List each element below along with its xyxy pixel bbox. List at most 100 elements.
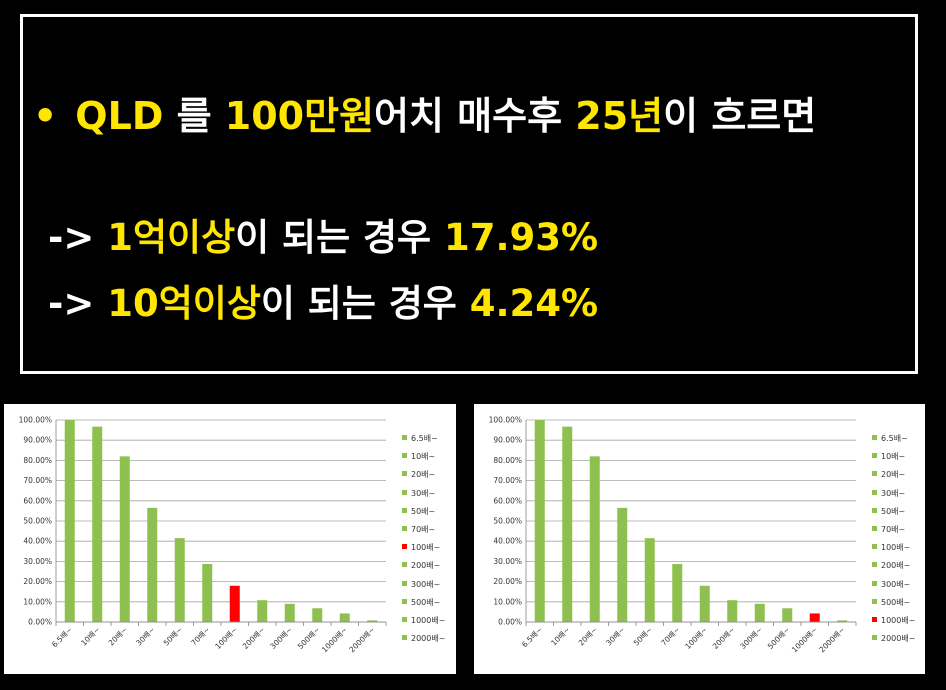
headline-text: 이 되는 경우 <box>235 216 444 259</box>
bar-30배~ <box>147 507 158 622</box>
legend-swatch <box>872 580 877 586</box>
legend-item: 50배~ <box>402 503 445 521</box>
headline-text: 이 되는 경우 <box>260 282 470 325</box>
legend-label: 30배~ <box>411 488 436 498</box>
headline-line-1: • QLD 를 100만원어치 매수후 25년이 흐르면 <box>33 85 816 140</box>
legend-label: 20배~ <box>411 470 436 480</box>
bullet-dot: • <box>33 94 58 138</box>
legend-label: 70배~ <box>881 524 906 534</box>
x-tick-label: 500배~ <box>766 625 792 651</box>
x-tick-label: 100배~ <box>683 625 709 651</box>
bar-100배~ <box>229 585 240 622</box>
legend-item: 100배~ <box>872 539 915 557</box>
headline-text: 어치 매수후 <box>374 94 576 138</box>
x-tick-label: 50배~ <box>162 625 184 647</box>
legend-item: 70배~ <box>872 521 915 539</box>
legend-swatch <box>402 616 407 622</box>
legend-item: 6.5배~ <box>872 430 915 448</box>
bar-50배~ <box>644 538 655 622</box>
legend-item: 20배~ <box>872 466 915 484</box>
y-tick-label: 0.00% <box>28 618 52 627</box>
chart-legend-left: 6.5배~ 10배~ 20배~ 30배~ 50배~ 70배~ 100배~ 200배~ 300배~… <box>402 430 445 648</box>
bar-200배~ <box>257 600 268 622</box>
legend-item: 20배~ <box>402 466 445 484</box>
y-tick-label: 40.00% <box>23 537 52 546</box>
x-tick-label: 50배~ <box>632 625 654 647</box>
legend-swatch <box>402 507 407 513</box>
legend-label: 500배~ <box>411 597 441 607</box>
headline-box: • QLD 를 100만원어치 매수후 25년이 흐르면 -> 1억이상이 되는 … <box>20 14 918 374</box>
legend-item: 6.5배~ <box>402 430 445 448</box>
x-tick-label: 2000배~ <box>347 625 376 654</box>
legend-label: 2000배~ <box>881 634 916 644</box>
y-tick-label: 20.00% <box>23 577 52 586</box>
legend-swatch <box>402 471 407 477</box>
bar-10배~ <box>562 426 573 622</box>
y-tick-label: 60.00% <box>493 496 522 505</box>
legend-item: 10배~ <box>872 448 915 466</box>
chart-panel-right: 0.00% 10.00% 20.00% 30.00% 40.00% 50.00% 60.00… <box>474 404 925 674</box>
bar-chart-left: 0.00% 10.00% 20.00% 30.00% 40.00% 50.00% 60.00… <box>19 416 387 654</box>
legend-swatch <box>872 489 877 495</box>
y-tick-label: 70.00% <box>23 476 52 485</box>
bar-70배~ <box>202 564 213 622</box>
bar-20배~ <box>119 456 130 622</box>
legend-label: 500배~ <box>881 597 911 607</box>
legend-swatch <box>402 453 407 459</box>
legend-label: 6.5배~ <box>881 434 908 443</box>
x-tick-label: 30배~ <box>604 625 626 647</box>
x-tick-label: 6.5배~ <box>520 625 544 649</box>
x-tick-label: 200배~ <box>241 625 267 651</box>
legend-label: 50배~ <box>411 506 436 516</box>
highlight-text: 25년 <box>575 94 664 138</box>
bar-100배~ <box>699 585 710 622</box>
y-tick-label: 100.00% <box>19 416 52 425</box>
legend-item: 70배~ <box>402 521 445 539</box>
x-tick-label: 20배~ <box>107 625 129 647</box>
highlight-text: QLD <box>75 94 164 138</box>
legend-swatch <box>402 598 407 604</box>
y-tick-label: 40.00% <box>493 537 522 546</box>
legend-label: 20배~ <box>881 470 906 480</box>
y-tick-label: 50.00% <box>493 517 522 526</box>
x-tick-label: 6.5배~ <box>50 625 74 649</box>
y-tick-label: 100.00% <box>489 416 522 425</box>
bar-1000배~ <box>809 613 820 622</box>
legend-swatch <box>872 544 877 550</box>
legend-item: 1000배~ <box>872 612 915 630</box>
bar-chart-right: 0.00% 10.00% 20.00% 30.00% 40.00% 50.00% 60.00… <box>489 416 857 654</box>
x-tick-label: 100배~ <box>213 625 239 651</box>
x-tick-label: 10배~ <box>549 625 571 647</box>
legend-swatch <box>872 562 877 568</box>
y-tick-label: 30.00% <box>23 557 52 566</box>
legend-label: 1000배~ <box>411 615 446 625</box>
legend-item: 500배~ <box>872 594 915 612</box>
legend-item: 300배~ <box>402 576 445 594</box>
highlight-text: 10억이상 <box>107 282 261 325</box>
legend-label: 300배~ <box>411 579 441 589</box>
legend-item: 500배~ <box>402 594 445 612</box>
bar-6.5배~ <box>64 420 75 622</box>
bar-1000배~ <box>339 613 350 622</box>
legend-item: 10배~ <box>402 448 445 466</box>
x-tick-label: 300배~ <box>738 625 764 651</box>
x-tick-label: 500배~ <box>296 625 322 651</box>
legend-item: 200배~ <box>402 557 445 575</box>
bar-500배~ <box>782 608 793 622</box>
legend-item: 50배~ <box>872 503 915 521</box>
headline-text: -> <box>48 282 108 325</box>
highlight-text: 100만원 <box>224 94 375 138</box>
y-tick-label: 80.00% <box>23 456 52 465</box>
bar-300배~ <box>754 603 765 622</box>
headline-text: 를 <box>163 94 225 138</box>
legend-label: 200배~ <box>881 561 911 571</box>
legend-item: 100배~ <box>402 539 445 557</box>
x-tick-label: 70배~ <box>659 625 681 647</box>
legend-item: 1000배~ <box>402 612 445 630</box>
legend-swatch <box>402 635 407 641</box>
headline-text: -> <box>48 216 108 259</box>
bar-200배~ <box>727 600 738 622</box>
bar-70배~ <box>672 564 683 622</box>
legend-item: 30배~ <box>872 485 915 503</box>
